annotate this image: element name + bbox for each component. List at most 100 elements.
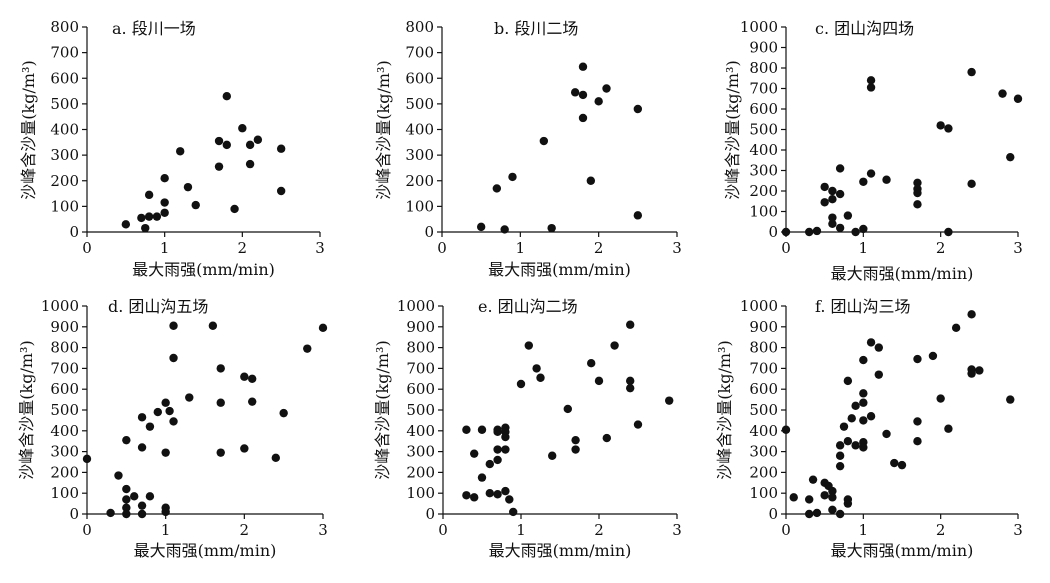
y-tick-label: 500 <box>749 401 778 419</box>
y-tick-label: 0 <box>424 223 434 241</box>
data-point <box>626 376 635 386</box>
data-point <box>216 364 225 373</box>
x-tick-label: 1 <box>516 521 526 539</box>
data-point <box>602 433 611 443</box>
data-point <box>121 220 131 229</box>
data-point <box>271 453 280 463</box>
data-point <box>183 182 193 192</box>
y-tick-label: 100 <box>749 203 778 221</box>
data-point <box>548 451 557 460</box>
data-point <box>122 509 131 519</box>
x-tick-label: 3 <box>672 521 682 539</box>
data-point <box>866 412 876 421</box>
data-point <box>547 223 556 233</box>
data-point <box>114 471 123 480</box>
data-point <box>859 355 868 365</box>
data-point <box>571 445 580 454</box>
x-tick-label: 1 <box>859 239 869 257</box>
y-tick-label: 200 <box>50 463 79 481</box>
y-tick-label: 600 <box>406 380 435 398</box>
chart-title: b. 段川二场 <box>494 19 578 38</box>
x-axis-label: 最大雨强(mm/min) <box>489 541 632 560</box>
data-point <box>1006 395 1015 404</box>
data-point <box>501 445 510 454</box>
data-point <box>851 401 860 411</box>
data-point <box>843 376 853 386</box>
data-point <box>216 448 225 457</box>
data-point <box>944 124 953 133</box>
data-point <box>781 425 791 434</box>
y-tick-label: 300 <box>50 146 79 164</box>
data-point <box>501 486 510 496</box>
data-point <box>539 136 549 146</box>
data-point <box>137 509 147 519</box>
x-tick-label: 1 <box>160 239 170 257</box>
data-point <box>633 104 643 114</box>
data-point <box>633 420 643 429</box>
data-point <box>160 173 169 183</box>
data-point <box>835 509 845 519</box>
y-tick-label: 800 <box>749 59 778 77</box>
data-point <box>169 353 178 363</box>
data-point <box>967 369 976 378</box>
y-tick-label: 100 <box>405 197 434 215</box>
y-tick-label: 300 <box>406 443 435 461</box>
data-point <box>851 227 860 237</box>
data-point <box>967 310 976 319</box>
y-tick-label: 300 <box>749 162 778 180</box>
data-point <box>276 186 286 196</box>
data-point <box>820 182 829 192</box>
data-point <box>859 398 868 407</box>
x-tick-label: 3 <box>315 239 325 257</box>
y-tick-label: 900 <box>749 39 778 57</box>
y-tick-label: 0 <box>69 505 79 523</box>
data-point <box>812 226 822 236</box>
data-point <box>137 443 147 452</box>
data-point <box>859 389 868 398</box>
data-point <box>505 495 514 504</box>
data-point <box>828 493 837 502</box>
data-point <box>144 190 154 200</box>
data-point <box>874 370 883 379</box>
data-point <box>248 374 257 383</box>
chart-panel-4: 0 100 200 300 400 500 600 700 800 900 1000 0 1 2 3 d. 团… <box>17 297 328 560</box>
y-tick-label: 200 <box>405 172 434 190</box>
data-point <box>222 140 231 150</box>
data-point <box>847 414 856 423</box>
data-point <box>789 493 798 502</box>
data-point <box>928 351 938 361</box>
data-point <box>238 124 247 133</box>
x-tick-label: 3 <box>1013 239 1023 257</box>
data-point <box>493 490 502 499</box>
y-tick-label: 600 <box>50 69 79 87</box>
data-point <box>936 394 945 403</box>
x-axis-label: 最大雨强(mm/min) <box>831 541 974 560</box>
data-point <box>137 413 147 422</box>
data-point <box>122 495 131 504</box>
data-point <box>245 140 255 150</box>
y-tick-label: 400 <box>749 422 778 440</box>
y-axis-label: 沙峰含沙量(kg/m³) <box>17 340 36 479</box>
x-tick-label: 0 <box>82 239 92 257</box>
data-point <box>626 383 635 393</box>
data-point <box>913 354 922 364</box>
data-point <box>476 222 486 232</box>
data-point <box>470 449 479 458</box>
y-tick-label: 300 <box>405 146 434 164</box>
data-point <box>808 475 818 484</box>
data-point <box>191 200 200 210</box>
data-point <box>835 451 845 460</box>
chart-title: c. 团山沟四场 <box>815 19 914 38</box>
data-point <box>843 437 853 446</box>
data-point <box>602 84 611 93</box>
data-point <box>571 435 580 445</box>
data-point <box>812 508 822 518</box>
y-tick-label: 900 <box>406 318 435 336</box>
y-tick-label: 0 <box>425 505 435 523</box>
data-point <box>913 200 922 209</box>
x-axis-label: 最大雨强(mm/min) <box>831 264 974 283</box>
data-point <box>610 341 619 350</box>
data-point <box>185 393 194 402</box>
data-point <box>820 491 829 500</box>
data-point <box>145 422 155 431</box>
